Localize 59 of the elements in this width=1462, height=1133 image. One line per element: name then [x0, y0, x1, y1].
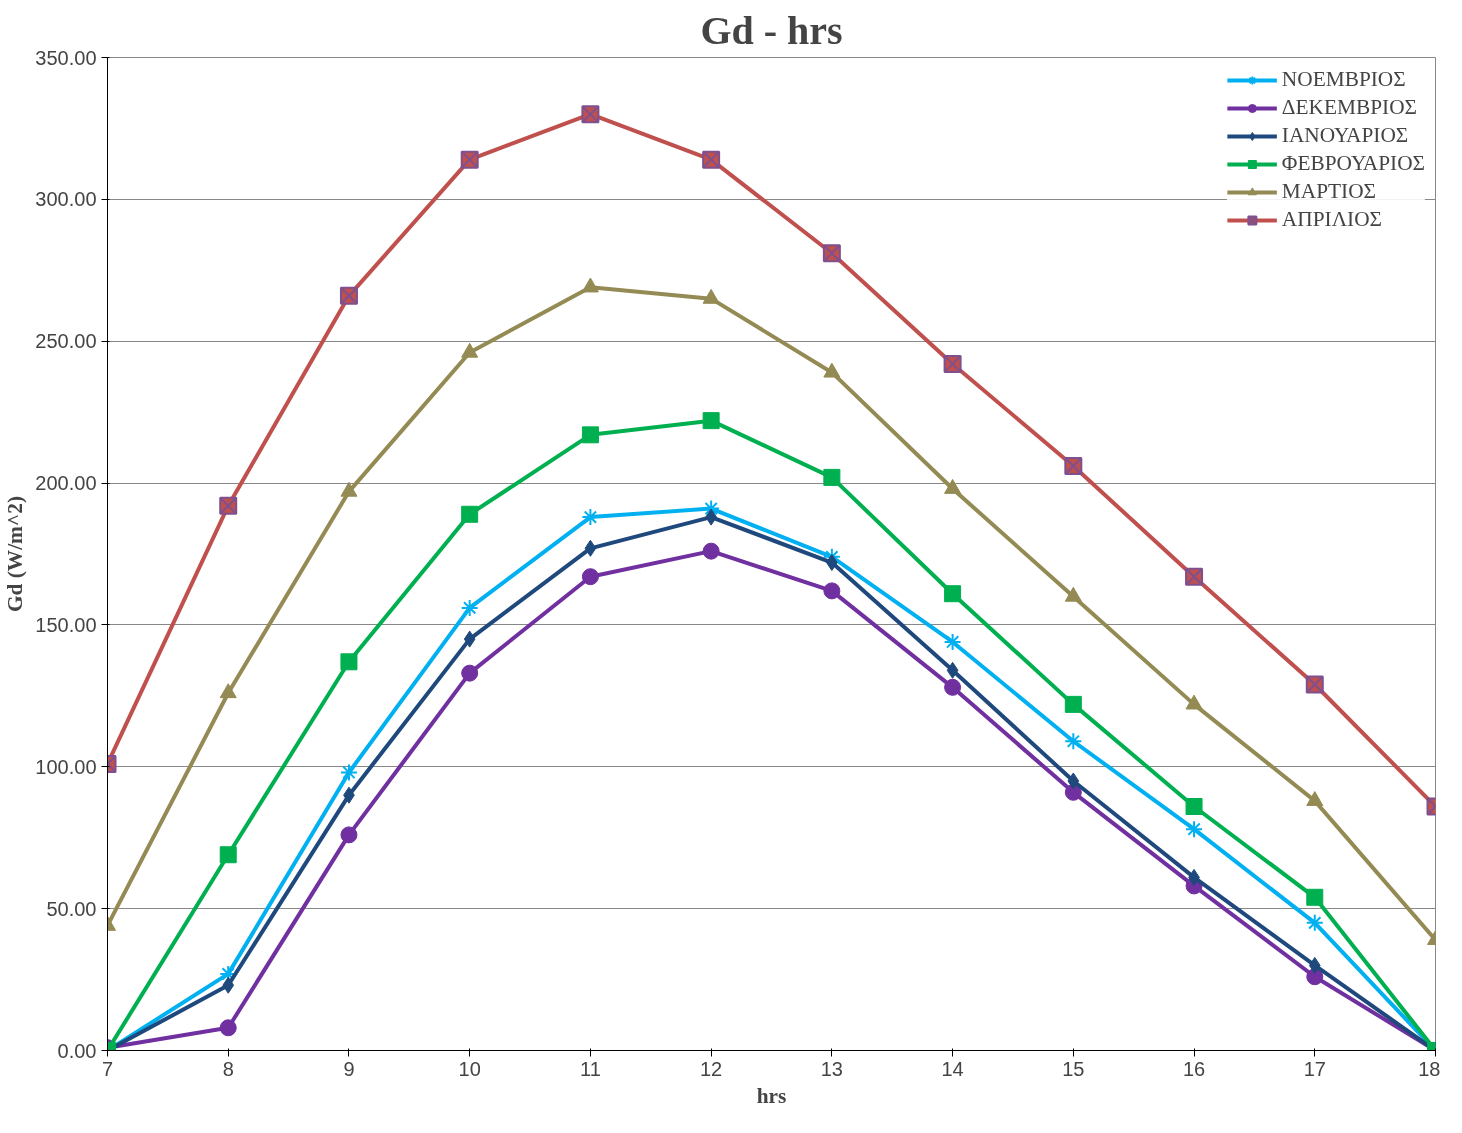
point — [461, 505, 479, 523]
point — [219, 683, 237, 699]
point — [340, 653, 358, 671]
point — [1185, 798, 1203, 816]
y-tick-label: 100.00 — [35, 755, 97, 778]
legend-label: ΦΕΒΡΟΥΑΡΙΟΣ — [1281, 151, 1425, 176]
y-tick-label: 250.00 — [35, 330, 97, 353]
y-tick-label: 50.00 — [46, 897, 97, 920]
x-tick-label: 10 — [458, 1057, 481, 1080]
point — [946, 661, 959, 679]
legend-label: ΜΑΡΤΙΟΣ — [1281, 179, 1377, 204]
legend-label: ΝΟΕΜΒΡΙΟΣ — [1281, 67, 1406, 92]
y-tick-label: 0.00 — [57, 1039, 97, 1062]
point — [1185, 820, 1204, 839]
y-axis-title: Gd (W/m^2) — [3, 495, 28, 613]
y-tick-label: 150.00 — [35, 613, 97, 636]
point — [219, 846, 237, 864]
point — [943, 632, 962, 651]
legend-label: ΔΕΚΕΜΒΡΙΟΣ — [1281, 95, 1418, 120]
x-tick-label: 9 — [343, 1057, 355, 1080]
point — [219, 1019, 237, 1037]
point — [702, 542, 720, 560]
x-tick-label: 8 — [222, 1057, 234, 1080]
legend-label: ΙΑΝΟΥΑΡΙΟΣ — [1281, 123, 1409, 148]
x-tick-label: 18 — [1418, 1057, 1441, 1080]
point — [1306, 888, 1324, 906]
point — [581, 568, 599, 586]
point — [581, 426, 599, 444]
point — [463, 630, 476, 648]
point — [1067, 772, 1080, 790]
point — [340, 826, 358, 844]
x-tick-label: 17 — [1303, 1057, 1326, 1080]
point — [339, 763, 358, 782]
x-axis-title: hrs — [756, 1083, 787, 1108]
point — [702, 412, 720, 430]
x-tick-label: 14 — [941, 1057, 964, 1080]
point — [460, 598, 479, 617]
point — [584, 539, 597, 557]
point — [823, 582, 841, 600]
x-tick-label: 11 — [580, 1057, 601, 1080]
point — [461, 664, 479, 682]
x-tick-label: 7 — [101, 1057, 114, 1080]
point — [944, 678, 962, 696]
point — [944, 585, 962, 603]
point — [1308, 956, 1321, 974]
y-tick-label: 350.00 — [35, 46, 97, 69]
point — [823, 468, 841, 486]
x-tick-label: 16 — [1182, 1057, 1206, 1080]
x-tick-label: 15 — [1062, 1057, 1085, 1080]
point — [1064, 695, 1082, 713]
point — [1305, 913, 1324, 932]
x-tick-label: 13 — [820, 1057, 843, 1080]
y-tick-label: 200.00 — [35, 472, 97, 495]
point — [222, 976, 235, 994]
point — [1064, 732, 1083, 751]
x-tick-label: 12 — [700, 1057, 723, 1080]
y-tick-label: 300.00 — [35, 188, 97, 211]
chart-title: Gd - hrs — [700, 7, 843, 53]
legend-label: ΑΠΡΙΛΙΟΣ — [1281, 207, 1383, 232]
